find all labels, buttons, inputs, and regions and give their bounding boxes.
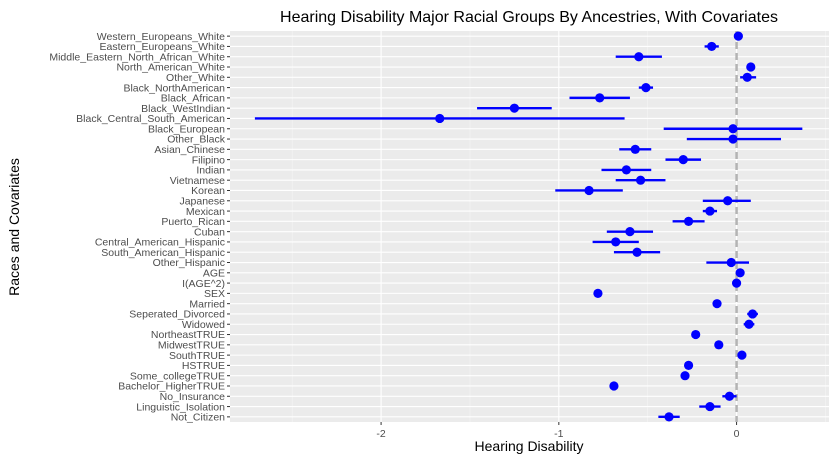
y-tick-label: Widowed	[182, 319, 225, 331]
y-tick-label: HSTRUE	[182, 360, 225, 372]
y-tick-label: No_Insurance	[160, 391, 226, 403]
data-point	[584, 185, 594, 196]
y-tick-label: Black_African	[161, 93, 225, 105]
data-point	[632, 247, 642, 257]
data-point	[691, 329, 701, 340]
data-point	[737, 350, 747, 360]
data-point	[683, 216, 694, 226]
data-point	[728, 124, 738, 134]
data-point	[726, 257, 736, 268]
data-point	[747, 309, 758, 319]
data-point	[731, 278, 742, 288]
data-point	[634, 52, 644, 62]
y-tick-label: Indian	[196, 165, 225, 177]
data-point	[742, 72, 752, 82]
y-tick-label: NortheastTRUE	[151, 329, 225, 341]
data-point	[678, 155, 688, 165]
y-tick-label: Other_White	[166, 72, 225, 84]
y-tick-label: Western_Europeans_White	[97, 31, 225, 43]
chart-title: Hearing Disability Major Racial Groups B…	[280, 9, 778, 26]
data-point	[724, 391, 735, 401]
data-point	[635, 175, 646, 185]
data-point	[746, 62, 756, 72]
data-point	[735, 268, 745, 278]
data-point	[728, 134, 738, 144]
data-point	[435, 113, 445, 124]
y-tick-label: Vietnamese	[170, 175, 225, 187]
y-tick-label: South_American_Hispanic	[101, 247, 225, 259]
x-tick-labels: -2 -1 0	[376, 422, 740, 440]
data-point	[509, 103, 519, 113]
data-point	[625, 227, 635, 237]
y-tick-label: Black_European	[148, 123, 225, 135]
x-tick-label: 0	[734, 428, 740, 440]
y-tick-label: Other_Black	[167, 134, 226, 146]
y-tick-label: Asian_Chinese	[154, 144, 225, 156]
data-point	[621, 165, 631, 175]
y-tick-label: Middle_Eastern_North_African_White	[49, 51, 225, 63]
x-tick-label: -1	[554, 428, 563, 440]
y-tick-label: Black_NorthAmerican	[123, 82, 225, 94]
data-point	[712, 299, 722, 309]
y-tick-label: Korean	[191, 185, 225, 197]
y-tick-label: North_American_White	[116, 62, 225, 74]
x-axis-title: Hearing Disability	[475, 438, 584, 454]
data-point	[611, 237, 621, 247]
data-point	[680, 371, 690, 381]
y-tick-label: Black_WestIndian	[141, 103, 225, 115]
y-tick-label: Cuban	[194, 226, 225, 238]
y-tick-label: SEX	[204, 288, 225, 300]
data-point	[707, 41, 717, 52]
plot-panel	[230, 31, 829, 422]
y-tick-label: SouthTRUE	[169, 350, 225, 362]
data-point	[733, 31, 743, 41]
data-point	[593, 288, 603, 298]
data-point	[744, 319, 754, 329]
y-axis-title: Races and Covariates	[6, 158, 22, 296]
y-tick-label: Puerto_Rican	[161, 216, 225, 228]
y-tick-label: Mexican	[186, 206, 225, 218]
data-point	[630, 144, 640, 154]
y-tick-label: AGE	[203, 268, 225, 280]
y-tick-label: Central_American_Hispanic	[95, 237, 225, 249]
data-point	[641, 82, 651, 93]
y-tick-label: Not_Citizen	[171, 412, 225, 424]
y-tick-label: MidwestTRUE	[158, 340, 225, 352]
y-tick-label: Japanese	[179, 195, 225, 207]
y-tick-labels: Western_Europeans_WhiteEastern_Europeans…	[49, 31, 230, 424]
y-tick-label: Other_Hispanic	[153, 257, 225, 269]
y-tick-label: Bachelor_HigherTRUE	[118, 381, 225, 393]
x-tick-label: -2	[376, 428, 385, 440]
y-tick-label: Married	[189, 298, 225, 310]
data-point	[714, 340, 724, 350]
data-point	[595, 93, 605, 103]
y-tick-label: I(AGE^2)	[182, 278, 225, 290]
y-tick-label: Eastern_Europeans_White	[100, 41, 226, 53]
data-point	[609, 381, 619, 391]
y-tick-label: Linguistic_Isolation	[136, 401, 225, 413]
y-tick-label: Filipino	[192, 154, 225, 166]
y-tick-label: Some_collegeTRUE	[130, 370, 225, 382]
data-point	[705, 206, 715, 216]
data-marks	[254, 31, 803, 422]
data-point	[723, 196, 733, 206]
y-tick-label: Black_Central_South_American	[76, 113, 225, 125]
y-tick-label: Seperated_Divorced	[129, 309, 225, 321]
data-point	[664, 412, 674, 422]
data-point	[683, 360, 694, 371]
data-point	[705, 401, 715, 412]
grid-lines	[230, 31, 829, 422]
